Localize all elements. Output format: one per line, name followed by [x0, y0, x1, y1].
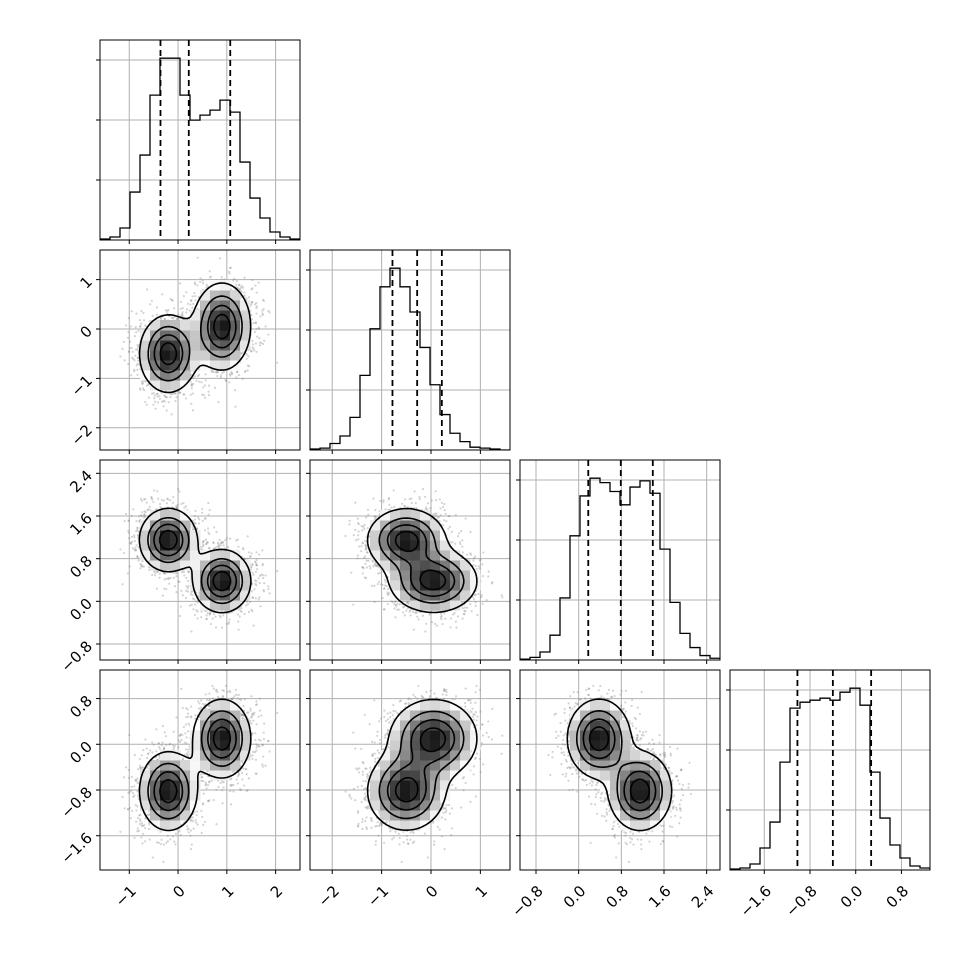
contour-level: [378, 517, 465, 604]
contour-level: [158, 529, 232, 592]
histogram-step-0: [100, 57, 300, 240]
scatter-panel-3-0: −1.6 −0.8 0.0 0.8 −1 0 1 2: [58, 669, 301, 910]
x-tick-label: −1.6: [737, 882, 775, 920]
histogram-panel-2: [516, 459, 721, 664]
contours-1-0: [138, 282, 252, 394]
x-tick-label: 1: [472, 882, 491, 901]
x-tick-label: 0.0: [837, 882, 867, 912]
histogram-step-1: [310, 267, 510, 450]
contour-level: [147, 517, 244, 605]
x-tick-label: 0: [169, 882, 188, 901]
scatter-panel-3-2: −0.8 0.0 0.8 1.6 2.4: [508, 669, 721, 921]
panel-frame: [309, 669, 511, 871]
scatter-panel-2-0: −0.8 0.0 0.8 1.6 2.4: [58, 459, 301, 676]
contour-level: [366, 507, 478, 614]
y-tick-label: −1.6: [58, 829, 96, 867]
y-tick-label: 2.4: [66, 467, 96, 497]
contour-level: [588, 726, 651, 804]
contour-level: [138, 698, 252, 832]
x-tick-label: 0: [422, 882, 441, 901]
panel-frame: [519, 669, 721, 871]
contours-2-0: [138, 507, 252, 614]
contour-level: [138, 507, 252, 614]
x-tick-label: 1.6: [645, 882, 675, 912]
x-tick-label: −1: [112, 882, 140, 910]
contour-level: [386, 718, 456, 811]
contours-3-1: [366, 698, 478, 831]
contour-level: [576, 710, 663, 820]
contour-level: [147, 710, 243, 820]
scatter-panel-3-1: −2 −1 0 1: [306, 669, 511, 910]
y-tick-label: 1.6: [66, 509, 96, 539]
contours-2-1: [366, 507, 478, 614]
y-tick-label: 0.0: [66, 595, 96, 625]
contour-level: [566, 698, 673, 832]
scatter-panel-1-0: −2 −1 0 1: [68, 249, 301, 454]
panel-frame: [99, 459, 301, 661]
x-tick-label: −0.8: [782, 882, 820, 920]
histogram-step-3: [730, 687, 930, 870]
y-tick-label: 0.8: [66, 552, 96, 582]
contour-level: [138, 282, 252, 394]
panel-frame: [99, 669, 301, 871]
contour-level: [378, 710, 465, 820]
panel-frame: [99, 249, 301, 451]
contour-level: [394, 727, 447, 803]
contour-level: [159, 726, 232, 804]
contour-level: [394, 530, 447, 591]
panel-frame: [309, 249, 511, 451]
x-tick-label: −1: [364, 882, 392, 910]
y-tick-label: −1: [68, 372, 96, 400]
contour-level: [159, 313, 231, 366]
x-tick-label: 2: [267, 882, 286, 901]
x-tick-label: 0.8: [883, 882, 913, 912]
y-tick-label: −0.8: [58, 637, 96, 675]
density-cells-2-0: [140, 510, 251, 611]
contour-level: [147, 295, 243, 382]
contour-level: [582, 718, 657, 812]
contour-level: [366, 698, 478, 831]
histogram-panel-0: [96, 39, 301, 244]
y-tick-label: 1: [77, 273, 96, 292]
histogram-panel-3: −1.6 −0.8 0.0 0.8: [726, 669, 931, 921]
contour-level: [386, 524, 456, 597]
contours-3-2: [566, 698, 673, 832]
histogram-step-2: [520, 477, 720, 660]
contour-level: [153, 718, 237, 812]
x-tick-label: −2: [315, 882, 343, 910]
x-tick-label: 0.0: [560, 882, 590, 912]
x-tick-label: −0.8: [508, 882, 546, 920]
y-tick-label: 0.8: [66, 692, 96, 722]
y-tick-label: −0.8: [58, 783, 96, 821]
contour-level: [153, 304, 237, 374]
x-tick-label: 2.4: [688, 882, 718, 912]
panel-frame: [99, 39, 301, 241]
y-tick-label: 0.0: [66, 738, 96, 768]
x-tick-label: 1: [218, 882, 237, 901]
panel-frame: [729, 669, 931, 871]
scatter-panel-2-1: [306, 459, 511, 664]
x-tick-label: 0.8: [602, 882, 632, 912]
y-tick-label: 0: [77, 322, 96, 341]
panel-frame: [519, 459, 721, 661]
contours-3-0: [138, 698, 252, 832]
histogram-panel-1: [306, 249, 511, 454]
y-tick-label: −2: [68, 421, 96, 449]
contour-level: [153, 523, 238, 598]
panel-frame: [309, 459, 511, 661]
